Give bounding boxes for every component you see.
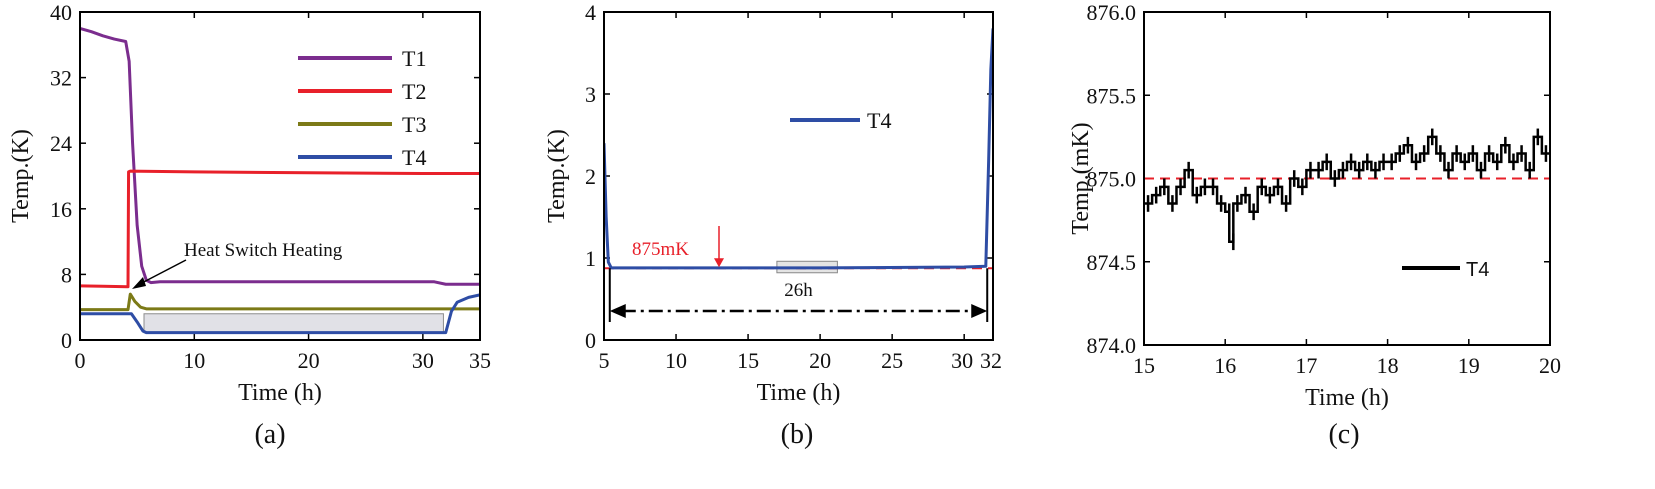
annotation-label: Heat Switch Heating xyxy=(184,240,343,261)
y-tick-label: 875.5 xyxy=(1087,83,1137,108)
series-line-t4 xyxy=(1144,135,1550,244)
annotations: 875mK 26h xyxy=(608,226,989,322)
x-tick-label: 35 xyxy=(469,348,491,373)
y-tick-label: 3 xyxy=(585,82,596,107)
legend-label-t4: T4 xyxy=(402,145,426,170)
plot-area xyxy=(604,28,993,274)
legend: T4 xyxy=(790,108,891,133)
y-tick-label: 16 xyxy=(50,197,72,222)
panel-label: (b) xyxy=(781,419,814,450)
legend-label-t2: T2 xyxy=(402,79,426,104)
span-label: 26h xyxy=(784,280,813,301)
x-tick-label: 20 xyxy=(298,348,320,373)
y-tick-label: 875.0 xyxy=(1087,167,1137,192)
y-tick-label: 0 xyxy=(61,328,72,353)
reference-arrow-head xyxy=(714,258,724,268)
reference-line-label: 875mK xyxy=(632,239,689,260)
x-tick-label: 0 xyxy=(75,348,86,373)
x-tick-label: 20 xyxy=(809,348,831,373)
y-tick-label: 4 xyxy=(585,0,596,25)
x-tick-label: 16 xyxy=(1214,353,1236,378)
y-tick-label: 2 xyxy=(585,164,596,189)
axes-frame xyxy=(1143,11,1551,346)
x-tick-label: 10 xyxy=(665,348,687,373)
chart-c: 15 16 17 18 19 20 874.0 874.5 875.0 875.5 876.0 Tim… xyxy=(1068,0,1561,450)
plot-area xyxy=(80,26,480,335)
y-tick-label: 874.0 xyxy=(1087,333,1137,358)
panel-label: (c) xyxy=(1328,419,1359,450)
series-line-t3 xyxy=(80,292,480,312)
x-tick-label: 32 xyxy=(980,348,1002,373)
legend-label-t4: T4 xyxy=(867,108,891,133)
y-tick-label: 874.5 xyxy=(1087,250,1137,275)
y-tick-label: 0 xyxy=(585,328,596,353)
span-arrow-head-right xyxy=(971,304,988,318)
legend-label-t1: T1 xyxy=(402,46,426,71)
x-tick-label: 10 xyxy=(183,348,205,373)
y-axis-label: Temp.(K) xyxy=(544,129,570,223)
annotation: Heat Switch Heating xyxy=(132,240,343,289)
x-tick-label: 30 xyxy=(412,348,434,373)
plot-area xyxy=(1144,128,1550,251)
y-axis-label: Temp.(mK) xyxy=(1068,122,1094,234)
x-tick-label: 19 xyxy=(1458,353,1480,378)
y-tick-label: 40 xyxy=(50,0,72,25)
x-tick-label: 15 xyxy=(737,348,759,373)
ticks: 5 10 15 20 25 30 32 0 1 2 3 4 xyxy=(585,0,1002,373)
span-arrow-head-left xyxy=(609,304,626,318)
chart-b: 5 10 15 20 25 30 32 0 1 2 3 4 Time (h) Temp.(K) (b) T4 8… xyxy=(544,0,1002,450)
legend-label-t3: T3 xyxy=(402,112,426,137)
ticks: 15 16 17 18 19 20 874.0 874.5 875.0 875.5 876.0 xyxy=(1087,0,1562,378)
annotation-arrow-head xyxy=(132,277,146,289)
x-axis-label: Time (h) xyxy=(238,380,322,406)
x-axis-label: Time (h) xyxy=(757,380,841,406)
series-line-t2 xyxy=(80,169,480,289)
y-tick-label: 8 xyxy=(61,262,72,287)
x-tick-label: 5 xyxy=(599,348,610,373)
x-tick-label: 30 xyxy=(951,348,973,373)
panel-label: (a) xyxy=(254,419,285,450)
x-tick-label: 18 xyxy=(1377,353,1399,378)
y-tick-label: 876.0 xyxy=(1087,0,1137,25)
x-tick-label: 15 xyxy=(1133,353,1155,378)
x-tick-label: 20 xyxy=(1539,353,1561,378)
axes-frame xyxy=(603,11,994,341)
x-tick-label: 17 xyxy=(1295,353,1317,378)
series-line-t4 xyxy=(604,28,993,270)
y-tick-label: 32 xyxy=(50,66,72,91)
x-axis-label: Time (h) xyxy=(1305,385,1389,411)
legend-label-t4: T4 xyxy=(1466,259,1489,281)
series-line-t4 xyxy=(80,293,480,335)
legend: T4 xyxy=(1402,259,1489,281)
y-axis-label: Temp.(K) xyxy=(8,129,34,223)
y-tick-label: 24 xyxy=(50,131,72,156)
axes-frame xyxy=(79,11,481,341)
highlight-region xyxy=(143,313,444,334)
y-tick-label: 1 xyxy=(585,246,596,271)
x-tick-label: 25 xyxy=(881,348,903,373)
chart-a: 0 10 20 30 35 0 8 16 24 32 40 Time (h) Temp.(K) (a) T1… xyxy=(8,0,491,450)
legend: T1 T2 T3 T4 xyxy=(298,46,426,170)
